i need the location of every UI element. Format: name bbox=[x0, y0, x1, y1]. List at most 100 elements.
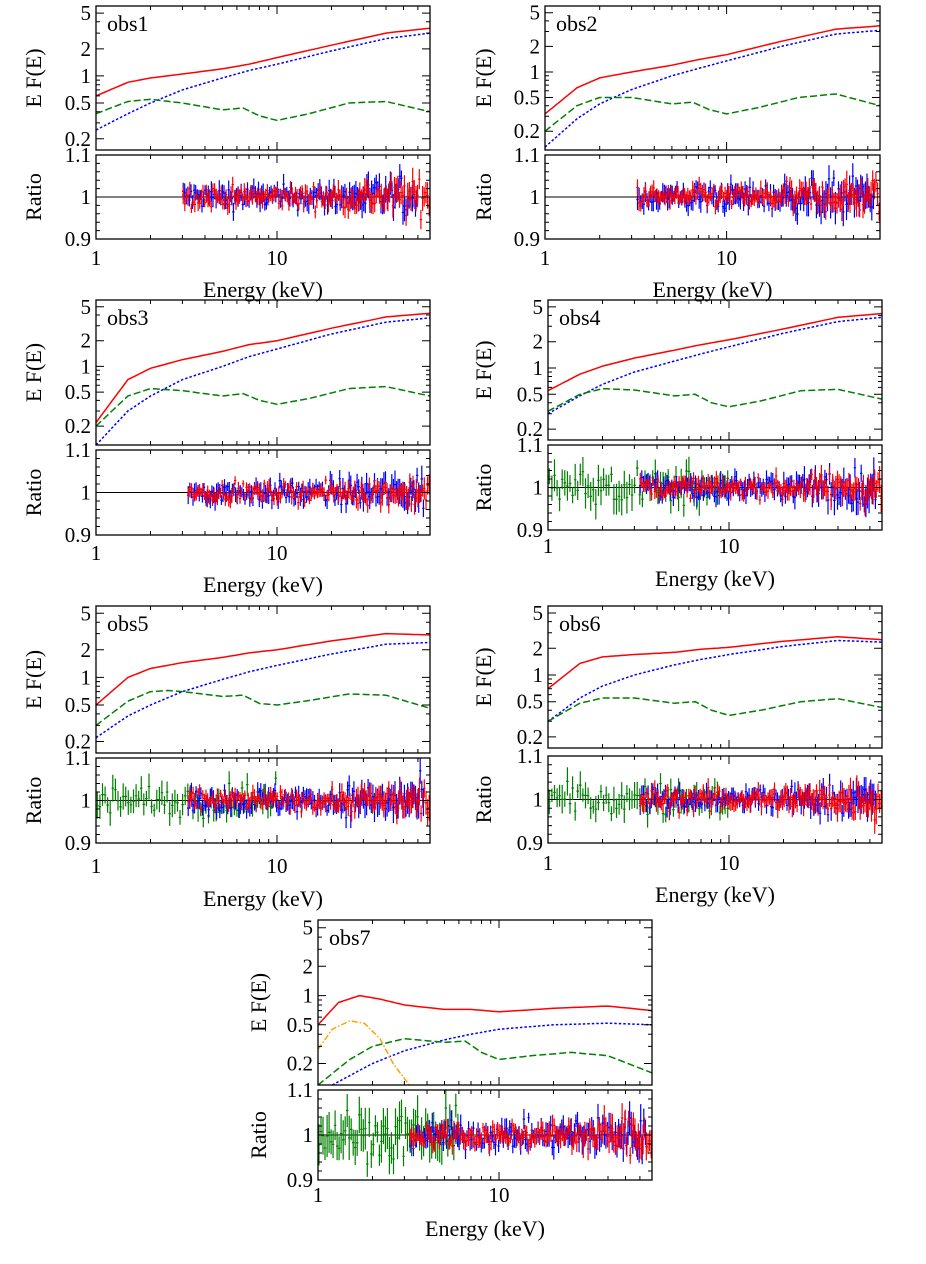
panel-label: obs4 bbox=[559, 305, 601, 330]
axis-ticks bbox=[317, 919, 653, 1181]
axis-ticks bbox=[95, 299, 431, 536]
red-ratio-points bbox=[639, 775, 882, 834]
red-model-line bbox=[96, 312, 430, 423]
ratio-tick-label: 0.9 bbox=[65, 227, 91, 251]
ratio-tick-label: 1 bbox=[303, 1123, 314, 1147]
ratio-residuals bbox=[545, 163, 880, 227]
y-tick-label: 5 bbox=[533, 601, 544, 625]
x-tick-label: 10 bbox=[267, 541, 288, 565]
y-tick-label: 5 bbox=[81, 601, 92, 625]
y-tick-label: 0.2 bbox=[517, 417, 543, 441]
ratio-tick-label: 0.9 bbox=[517, 831, 543, 855]
x-tick-label: 1 bbox=[91, 541, 102, 565]
ratio-residuals bbox=[548, 456, 882, 520]
axis-ticks bbox=[547, 605, 883, 844]
y-tick-label: 2 bbox=[81, 329, 92, 353]
y-axis-label: E F(E) bbox=[471, 340, 496, 399]
red-model-line bbox=[96, 632, 430, 706]
red-ratio-errorbars bbox=[639, 464, 882, 516]
x-axis-label: Energy (keV) bbox=[203, 277, 323, 302]
x-tick-label: 10 bbox=[489, 1183, 510, 1207]
ratio-tick-label: 1 bbox=[530, 185, 541, 209]
x-axis-label: Energy (keV) bbox=[203, 886, 323, 911]
x-tick-label: 1 bbox=[543, 851, 554, 875]
y-tick-label: 1 bbox=[81, 665, 92, 689]
ratio-tick-label: 0.9 bbox=[65, 831, 91, 855]
red-ratio-points bbox=[182, 167, 430, 230]
red-ratio-errorbars bbox=[409, 1103, 652, 1164]
red-ratio-errorbars bbox=[182, 167, 430, 230]
ratio-residuals bbox=[96, 758, 430, 829]
y-tick-label: 1 bbox=[81, 354, 92, 378]
green-model-line bbox=[318, 1037, 652, 1085]
panel-label: obs5 bbox=[107, 611, 149, 636]
top-panel-frame bbox=[544, 5, 881, 151]
green-model-line bbox=[545, 93, 880, 132]
top-panel-frame bbox=[95, 5, 431, 151]
x-axis-label: Energy (keV) bbox=[425, 1216, 545, 1241]
red-ratio-errorbars bbox=[187, 777, 430, 827]
y-tick-label: 0.2 bbox=[65, 414, 91, 438]
ratio-tick-label: 1 bbox=[81, 481, 92, 505]
red-ratio-points bbox=[636, 170, 880, 221]
x-tick-label: 10 bbox=[719, 534, 740, 558]
red-ratio-points bbox=[187, 473, 430, 515]
red-ratio-errorbars bbox=[636, 170, 880, 221]
model-curves bbox=[318, 994, 652, 1085]
model-curves bbox=[548, 312, 882, 415]
y-tick-label: 2 bbox=[303, 954, 314, 978]
y-tick-label: 0.5 bbox=[517, 690, 543, 714]
red-model-line bbox=[96, 27, 430, 97]
red-model-line bbox=[548, 635, 882, 690]
red-ratio-errorbars bbox=[639, 775, 882, 834]
blue-model-line bbox=[548, 316, 882, 415]
y-axis-label: E F(E) bbox=[471, 647, 496, 706]
top-panel-frame bbox=[95, 299, 431, 446]
y-tick-label: 1 bbox=[530, 60, 541, 84]
x-tick-label: 1 bbox=[91, 246, 102, 270]
orange-model-line bbox=[318, 1020, 410, 1085]
y-axis-label: E F(E) bbox=[471, 48, 496, 107]
y-tick-label: 0.5 bbox=[65, 380, 91, 404]
ratio-tick-label: 1 bbox=[533, 476, 544, 500]
ratio-residuals bbox=[548, 767, 882, 834]
y-tick-label: 5 bbox=[81, 295, 92, 319]
y-tick-label: 2 bbox=[81, 638, 92, 662]
x-tick-label: 1 bbox=[543, 534, 554, 558]
ratio-residuals bbox=[96, 164, 430, 230]
blue-model-line bbox=[96, 317, 430, 445]
ratio-tick-label: 1 bbox=[81, 789, 92, 813]
ratio-axis-label: Ratio bbox=[471, 173, 496, 221]
model-curves bbox=[96, 27, 430, 131]
blue-model-line bbox=[331, 1022, 652, 1085]
x-tick-label: 1 bbox=[91, 854, 102, 878]
ratio-axis-label: Ratio bbox=[471, 776, 496, 824]
y-tick-label: 2 bbox=[533, 636, 544, 660]
ratio-tick-label: 1.1 bbox=[287, 1078, 313, 1102]
blue-model-line bbox=[96, 32, 430, 131]
panel-label: obs3 bbox=[107, 305, 149, 330]
ratio-tick-label: 1 bbox=[81, 185, 92, 209]
red-model-line bbox=[548, 312, 882, 392]
y-tick-label: 0.5 bbox=[65, 693, 91, 717]
y-axis-label: E F(E) bbox=[21, 48, 46, 107]
ratio-tick-label: 1.1 bbox=[65, 438, 91, 462]
y-axis-label: E F(E) bbox=[21, 343, 46, 402]
panel-label: obs6 bbox=[559, 611, 601, 636]
ratio-tick-label: 1.1 bbox=[65, 143, 91, 167]
ratio-tick-label: 0.9 bbox=[287, 1168, 313, 1192]
y-tick-label: 1 bbox=[533, 663, 544, 687]
y-tick-label: 0.5 bbox=[517, 382, 543, 406]
x-axis-label: Energy (keV) bbox=[655, 566, 775, 591]
model-curves bbox=[548, 635, 882, 722]
red-ratio-points bbox=[187, 777, 430, 827]
y-tick-label: 0.2 bbox=[287, 1051, 313, 1075]
y-tick-label: 1 bbox=[533, 356, 544, 380]
